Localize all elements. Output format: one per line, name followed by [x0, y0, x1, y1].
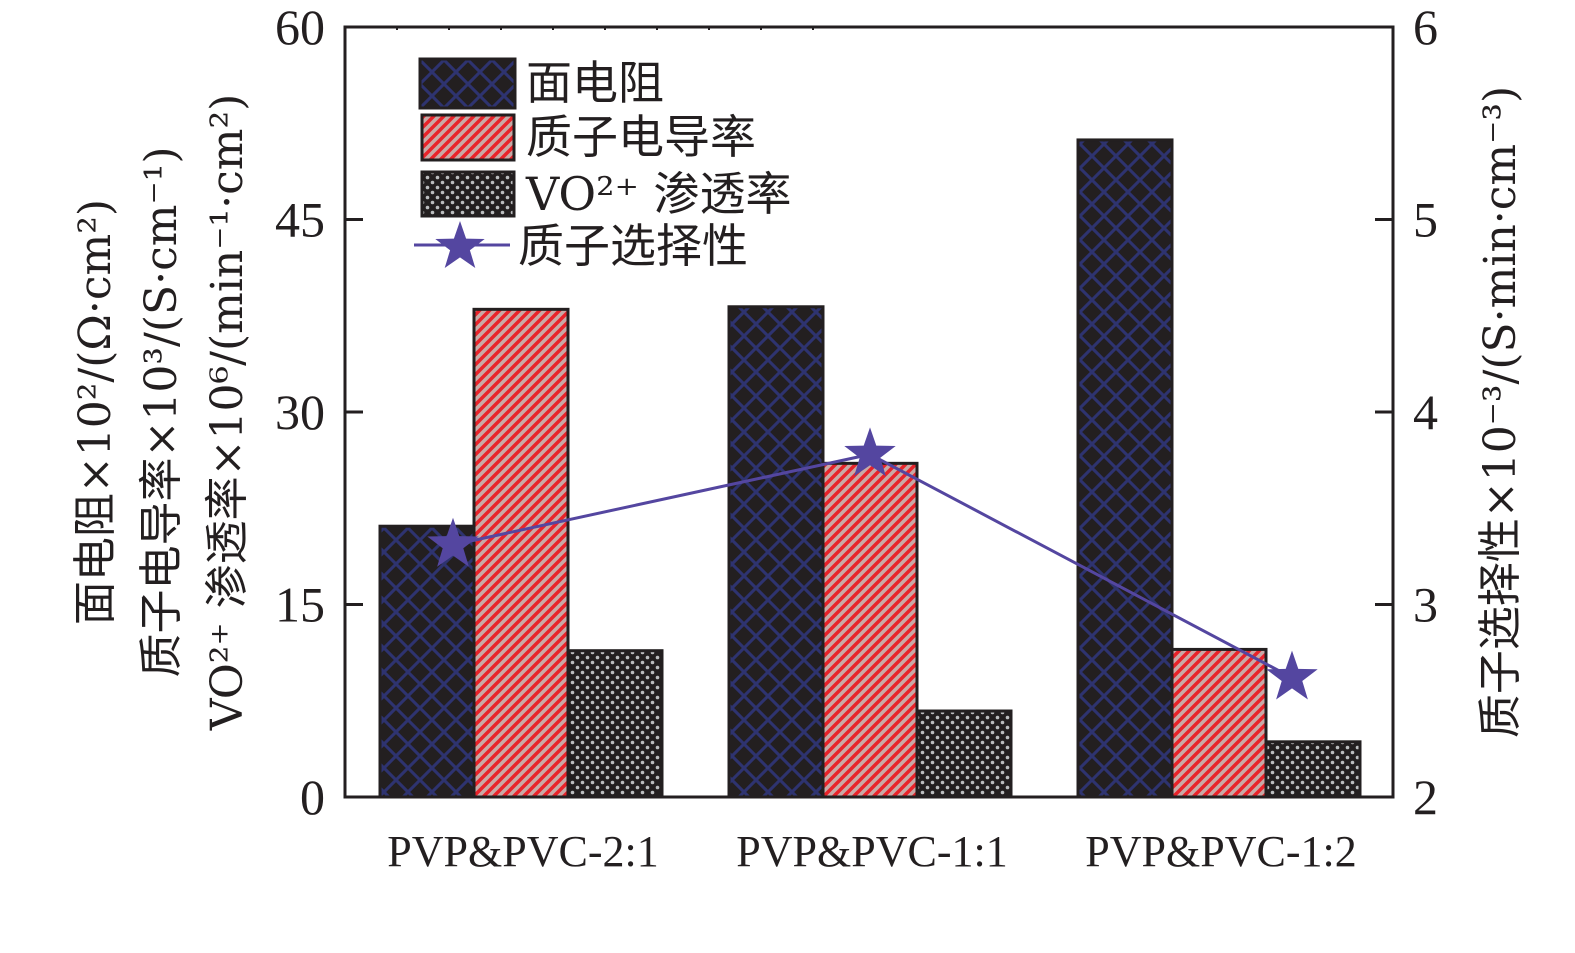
bars-layer: [378, 138, 1362, 799]
right-tick-label: 2: [1413, 769, 1438, 825]
legend-item-vo2-permeability: VO²⁺ 渗透率: [420, 167, 791, 221]
x-tick-label: PVP&PVC-1:1: [736, 827, 1007, 876]
bar-proton-conductivity-2: [1170, 647, 1268, 799]
selectivity-star-marker-2: [1266, 650, 1318, 700]
legend-label: 面电阻: [526, 56, 664, 110]
legend-label: 质子电导率: [526, 110, 756, 164]
bar-vo2-permeability-1: [915, 709, 1013, 799]
right-tick-label: 5: [1413, 192, 1438, 248]
left-tick-label: 30: [275, 384, 325, 440]
bar-sheet-resistance-2: [1076, 138, 1174, 799]
legend-item-proton-selectivity: 质子选择性: [414, 219, 748, 273]
selectivity-star-marker-0: [427, 517, 479, 567]
legend: 面电阻 质子电导率 VO²⁺ 渗透率 质子选择性: [414, 56, 791, 273]
legend-swatch-vo2-permeability: [420, 170, 516, 218]
bar-sheet-resistance-0: [378, 524, 476, 799]
right-tick-label: 4: [1413, 384, 1438, 440]
left-axis-title-3: VO²⁺ 渗透率×10⁶/(min⁻¹·cm²): [202, 94, 253, 732]
selectivity-line-layer: [427, 427, 1318, 700]
legend-label: VO²⁺ 渗透率: [525, 167, 791, 221]
x-tick-label: PVP&PVC-1:2: [1085, 827, 1356, 876]
left-axis-title-2: 质子电导率×10³/(S·cm⁻¹): [136, 146, 187, 677]
left-tick-label: 45: [275, 192, 325, 248]
legend-label: 质子选择性: [518, 219, 748, 273]
bar-proton-conductivity-0: [472, 307, 570, 799]
right-tick-label: 3: [1413, 577, 1438, 633]
left-tick-label: 0: [300, 769, 325, 825]
bar-sheet-resistance-1: [727, 305, 825, 799]
bar-vo2-permeability-0: [566, 649, 664, 799]
left-axis-title-1: 面电阻×10²/(Ω·cm²): [70, 199, 121, 625]
left-axis: 0 15 30 45 60: [275, 0, 363, 825]
bar-vo2-permeability-2: [1264, 740, 1362, 799]
left-tick-label: 60: [275, 0, 325, 55]
right-tick-label: 6: [1413, 0, 1438, 55]
legend-item-sheet-resistance: 面电阻: [418, 56, 664, 110]
x-tick-label: PVP&PVC-2:1: [387, 827, 658, 876]
legend-swatch-sheet-resistance: [418, 57, 517, 110]
left-tick-label: 15: [275, 577, 325, 633]
legend-item-proton-conductivity: 质子电导率: [420, 110, 756, 164]
x-axis: PVP&PVC-2:1 PVP&PVC-1:1 PVP&PVC-1:2: [387, 827, 1356, 876]
bar-proton-conductivity-1: [821, 461, 919, 799]
legend-star-icon: [435, 221, 485, 268]
right-axis-title: 质子选择性×10⁻³/(S·min·cm⁻³): [1475, 86, 1526, 738]
right-axis: 2 3 4 5 6: [396, 0, 1438, 825]
legend-swatch-proton-conductivity: [420, 113, 516, 162]
selectivity-star-marker-1: [844, 427, 896, 477]
